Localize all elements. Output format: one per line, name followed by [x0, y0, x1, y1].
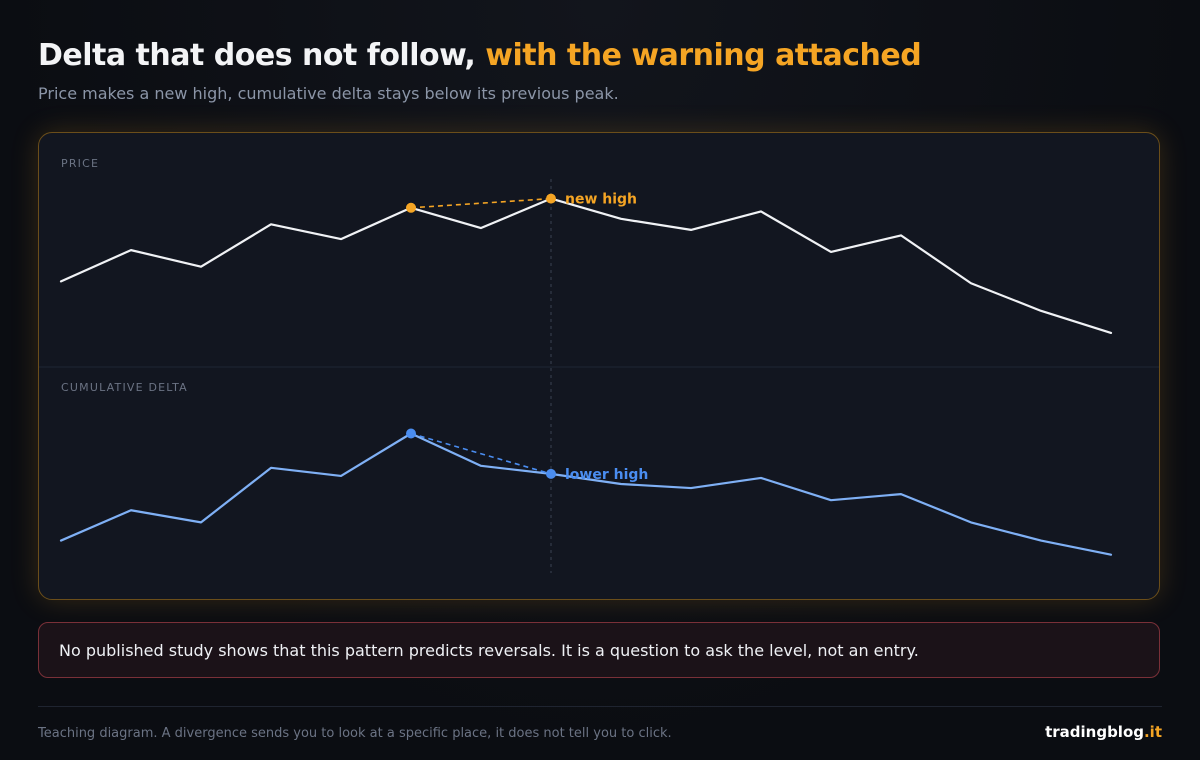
delta-marker-label: lower high [565, 467, 648, 483]
title-accent: with the warning attached [485, 38, 922, 73]
delta-divergence-connector [410, 432, 552, 475]
footer-note: Teaching diagram. A divergence sends you… [38, 726, 672, 741]
price-marker-1 [406, 202, 416, 213]
chart-card: PRICE new high CUMULATIVE DELTA lower high [38, 132, 1160, 600]
brand-tld: .it [1143, 723, 1162, 741]
price-marker-label: new high [565, 192, 637, 208]
brand-main: tradingblog [1045, 723, 1144, 741]
price-series-line [59, 197, 1113, 335]
delta-panel-label: CUMULATIVE DELTA [61, 381, 188, 394]
delta-marker-2 [546, 468, 556, 479]
warning-text: No published study shows that this patte… [59, 640, 919, 660]
divergence-chart: PRICE new high CUMULATIVE DELTA lower high [39, 157, 1159, 573]
price-marker-2 [546, 193, 556, 204]
title-main: Delta that does not follow, [38, 38, 476, 73]
delta-series-line [59, 432, 1113, 556]
page-title: Delta that does not follow, with the war… [38, 38, 1162, 74]
price-panel-label: PRICE [61, 157, 99, 170]
warning-box: No published study shows that this patte… [38, 622, 1160, 678]
page-subtitle: Price makes a new high, cumulative delta… [38, 84, 619, 103]
delta-marker-1 [406, 428, 416, 439]
brand-logo: tradingblog.it [1045, 723, 1162, 741]
footer-divider [38, 706, 1162, 707]
